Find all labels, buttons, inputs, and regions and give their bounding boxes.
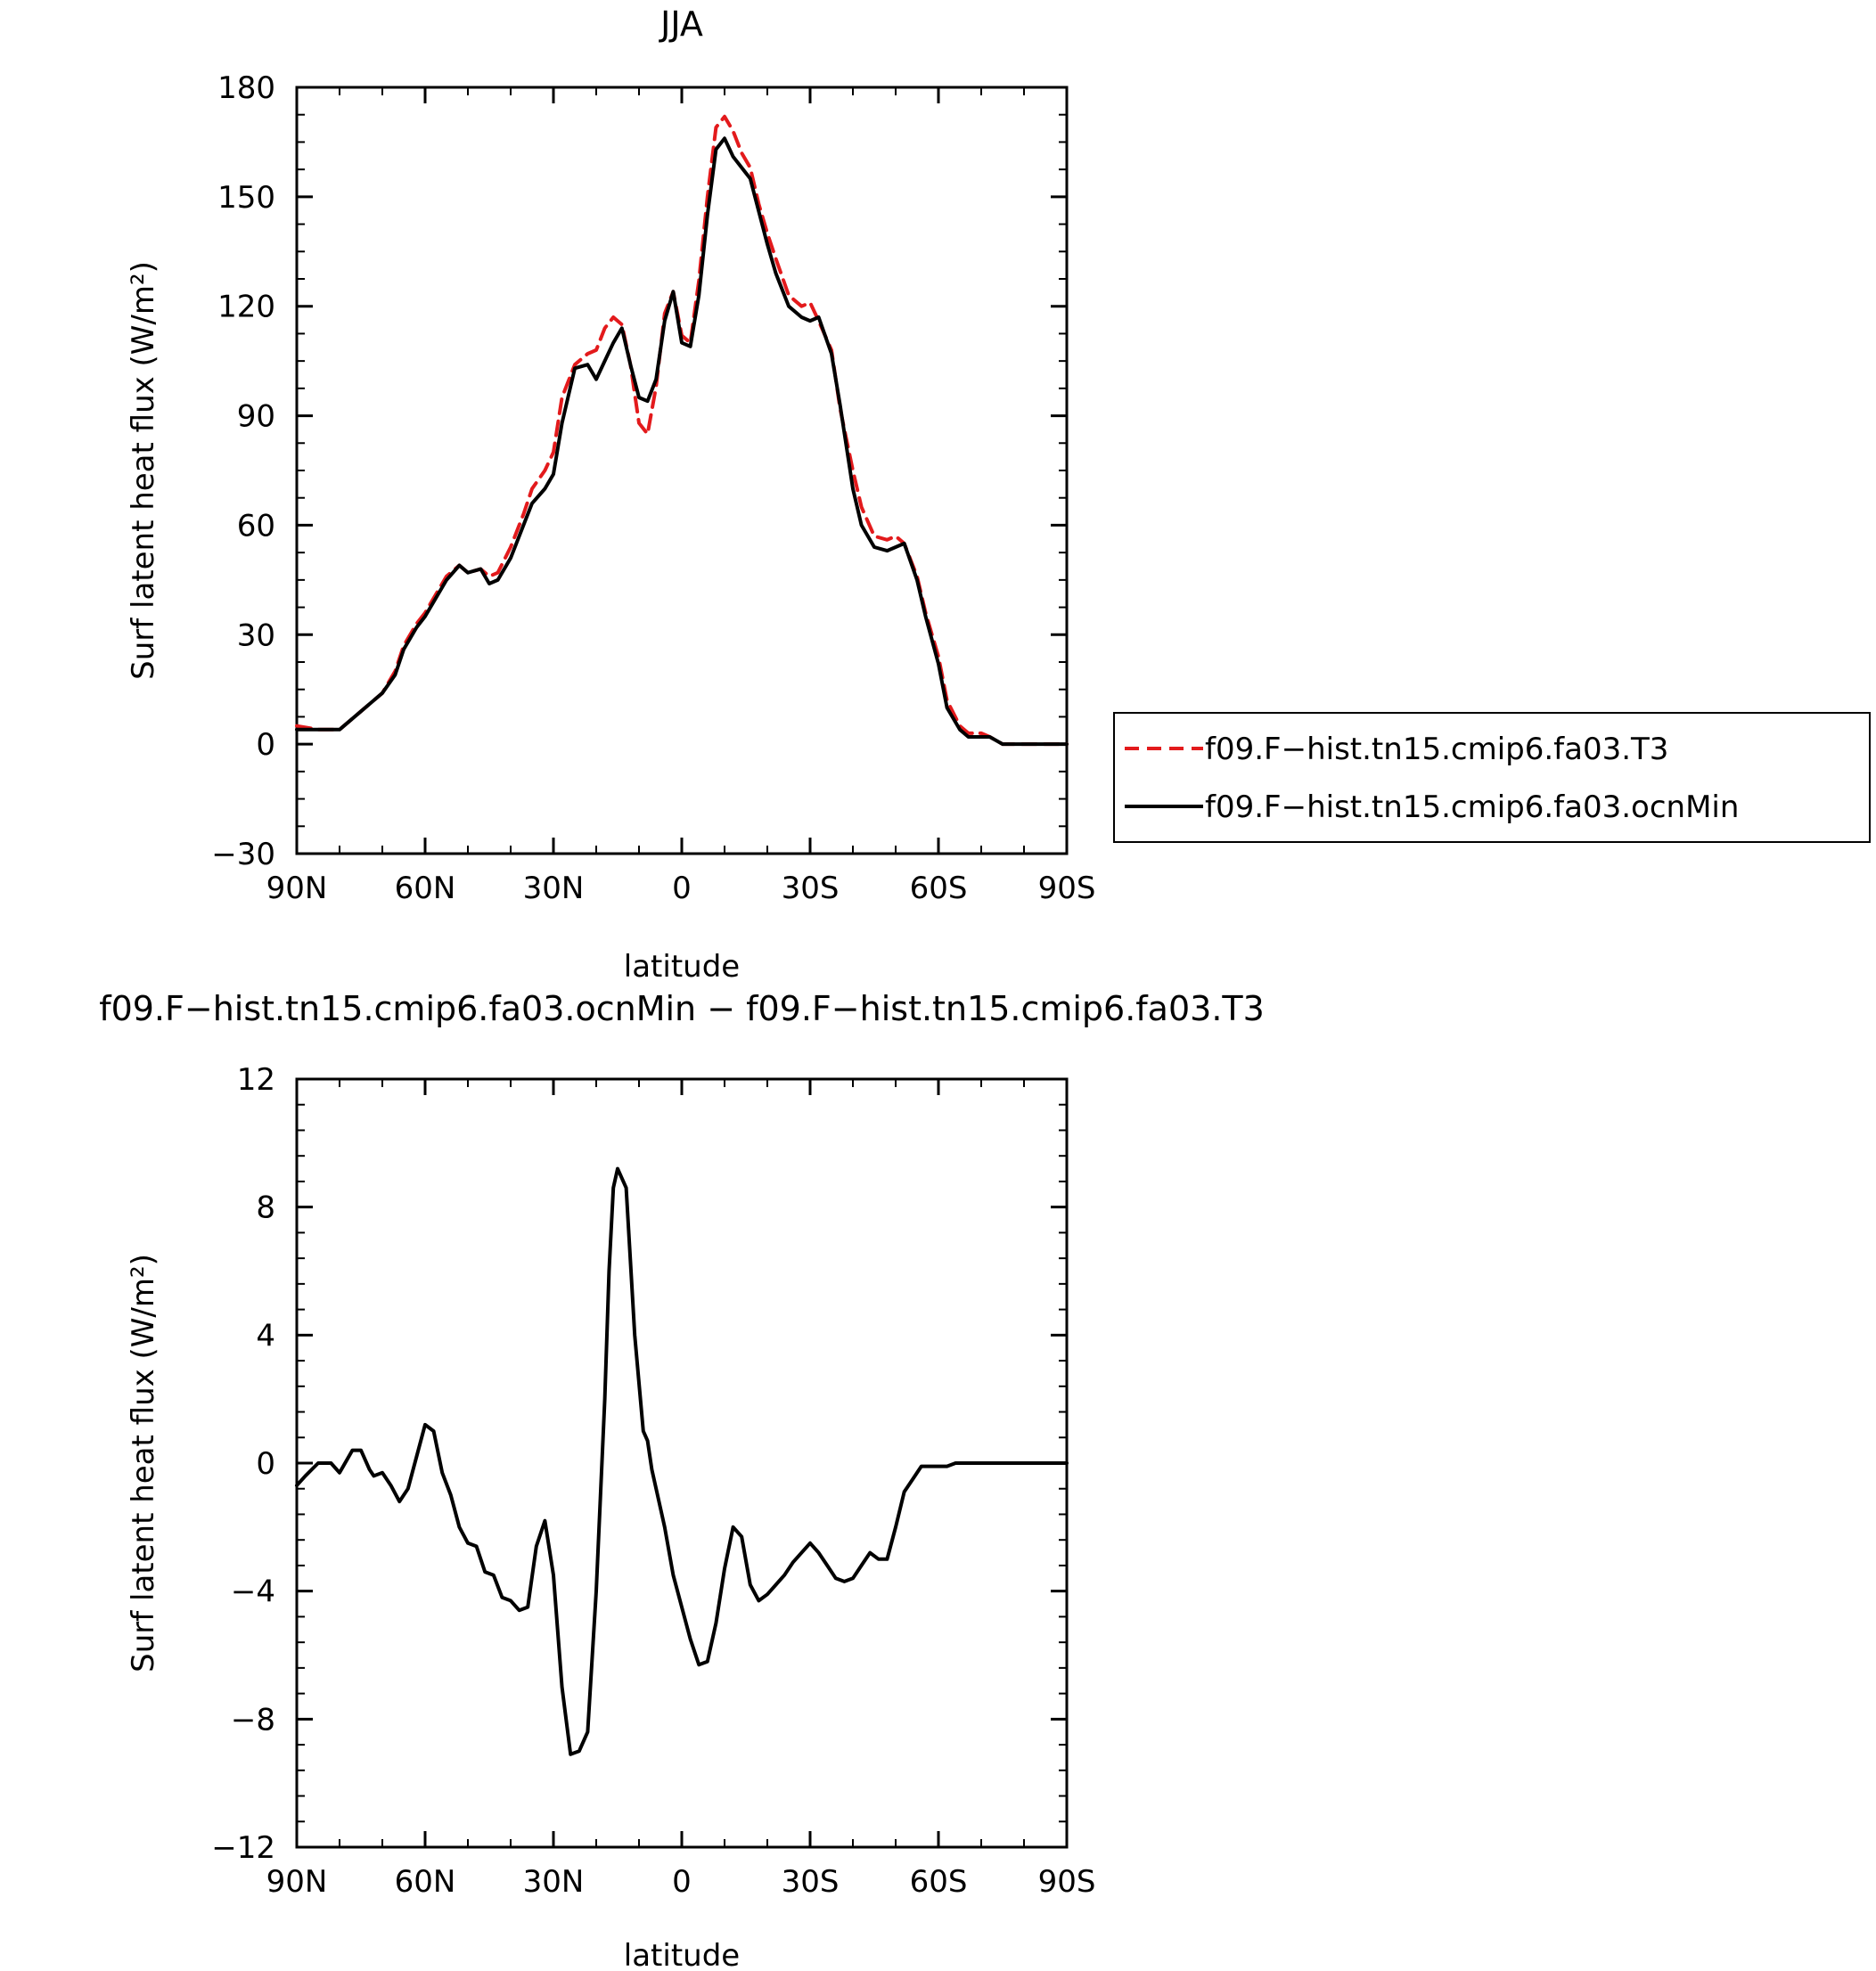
y-tick-label: 90: [237, 399, 275, 435]
y-tick-label: −12: [211, 1830, 275, 1866]
x-tick-label: 60S: [910, 871, 968, 906]
series-line-1: [295, 136, 1069, 747]
x-tick-label: 60N: [395, 1864, 456, 1900]
bottom-chart-series: [295, 1166, 1069, 1756]
y-tick-label: 4: [256, 1318, 275, 1354]
y-tick-label: 8: [256, 1190, 275, 1226]
y-tick-label: 120: [217, 290, 275, 325]
y-tick-label: 150: [217, 180, 275, 216]
x-tick-label: 30S: [782, 1864, 840, 1900]
bottom-chart-y-axis-label: Surf latent heat flux (W/m²): [126, 1254, 161, 1672]
top-chart-y-axis-label: Surf latent heat flux (W/m²): [126, 261, 161, 680]
x-tick-label: 0: [672, 1864, 692, 1900]
bottom-chart: f09.F−hist.tn15.cmip6.fa03.ocnMin − f09.…: [99, 989, 1265, 1971]
x-tick-label: 30S: [782, 871, 840, 906]
legend-label-ocnmin: f09.F−hist.tn15.cmip6.fa03.ocnMin: [1205, 789, 1739, 825]
y-tick-label: 0: [256, 727, 275, 763]
x-tick-label: 30N: [523, 871, 585, 906]
bottom-chart-plot-area: −12 −8 −4 0 4 8 12 90N 60N 30N 0 30S 60S 90S: [211, 1062, 1095, 1900]
series-line-0: [295, 114, 1069, 747]
legend: f09.F−hist.tn15.cmip6.fa03.T3 f09.F−hist…: [1113, 712, 1871, 843]
x-tick-label: 60N: [395, 871, 456, 906]
y-tick-label: −8: [231, 1702, 275, 1738]
bottom-chart-title: f09.F−hist.tn15.cmip6.fa03.ocnMin − f09.…: [99, 989, 1265, 1028]
x-tick-label: 90N: [266, 1864, 328, 1900]
top-chart-series: [295, 114, 1069, 747]
y-tick-label: 30: [237, 617, 275, 653]
y-tick-label: 0: [256, 1446, 275, 1482]
top-chart-ticks: −30 0 30 60 90 120 150 180 90N 60N 30N 0 30S 60S 90S: [211, 70, 1095, 906]
top-chart-plot-area: −30 0 30 60 90 120 150 180 90N 60N 30N 0 30S 60S 90S: [211, 70, 1095, 906]
top-chart-frame: [295, 86, 1069, 855]
y-tick-label: 12: [237, 1062, 275, 1098]
y-tick-label: −4: [231, 1574, 275, 1610]
x-tick-label: 90S: [1038, 1864, 1096, 1900]
y-tick-label: −30: [211, 837, 275, 872]
legend-box: [1113, 712, 1871, 843]
legend-label-t3: f09.F−hist.tn15.cmip6.fa03.T3: [1205, 732, 1668, 767]
series-line-0: [295, 1166, 1069, 1756]
x-tick-label: 90S: [1038, 871, 1096, 906]
y-tick-label: 180: [217, 70, 275, 106]
top-chart-x-axis-label: latitude: [624, 949, 740, 985]
x-tick-label: 0: [672, 871, 692, 906]
bottom-chart-ticks: −12 −8 −4 0 4 8 12 90N 60N 30N 0 30S 60S 90S: [211, 1062, 1095, 1900]
y-tick-label: 60: [237, 508, 275, 544]
bottom-chart-x-axis-label: latitude: [624, 1938, 740, 1971]
x-tick-label: 30N: [523, 1864, 585, 1900]
top-chart-title: JJA: [659, 4, 703, 44]
top-chart: JJA −30 0 30 60 90 120 150 180 90N 60N 30N 0 30S 60S 9…: [126, 4, 1871, 985]
x-tick-label: 60S: [910, 1864, 968, 1900]
x-tick-label: 90N: [266, 871, 328, 906]
